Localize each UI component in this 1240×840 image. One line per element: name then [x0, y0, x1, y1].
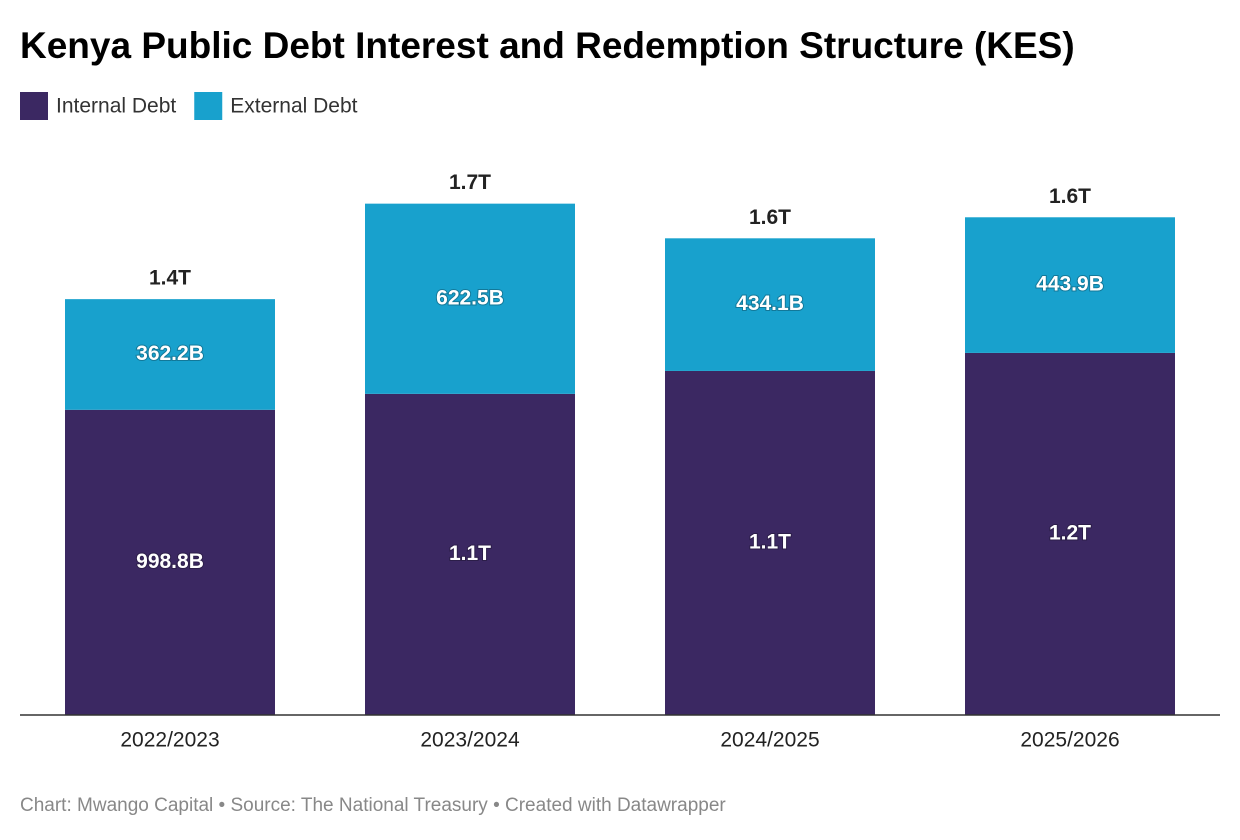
value-label: 362.2B [136, 342, 204, 365]
x-tick-label: 2022/2023 [120, 729, 219, 752]
total-label: 1.6T [1049, 185, 1091, 208]
legend-swatch [194, 92, 223, 120]
bar-segment [365, 393, 575, 715]
value-label: 443.9B [1036, 273, 1104, 296]
bar-segment [965, 352, 1175, 715]
total-label: 1.4T [149, 267, 191, 290]
x-tick-label: 2024/2025 [720, 729, 819, 752]
bar-segment [65, 299, 275, 410]
legend-label: External Debt [230, 95, 357, 118]
bar-segment [965, 217, 1175, 353]
bar-segment [65, 409, 275, 715]
bar-segment [665, 370, 875, 715]
chart-title: Kenya Public Debt Interest and Redemptio… [20, 25, 1075, 66]
x-tick-label: 2025/2026 [1020, 729, 1119, 752]
value-label: 1.1T [449, 542, 491, 565]
total-label: 1.6T [749, 206, 791, 229]
footer: Chart: Mwango Capital • Source: The Nati… [20, 795, 726, 816]
bar-segment [665, 238, 875, 371]
bar-segment [365, 203, 575, 394]
value-label: 1.2T [1049, 522, 1091, 545]
value-label: 998.8B [136, 550, 204, 573]
legend-swatch [20, 92, 48, 120]
total-label: 1.7T [449, 171, 491, 194]
legend-label: Internal Debt [56, 95, 176, 118]
value-label: 622.5B [436, 286, 504, 309]
value-label: 1.1T [749, 531, 791, 554]
value-label: 434.1B [736, 292, 804, 315]
x-tick-label: 2023/2024 [420, 729, 520, 752]
